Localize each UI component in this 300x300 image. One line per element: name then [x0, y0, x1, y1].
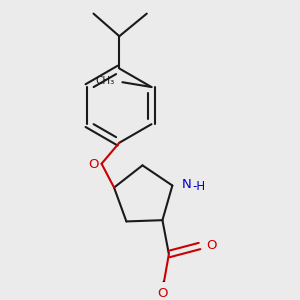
Text: -H: -H [192, 180, 206, 193]
Text: N: N [182, 178, 191, 191]
Text: CH₃: CH₃ [95, 76, 114, 85]
Text: O: O [207, 238, 217, 251]
Text: O: O [88, 158, 99, 171]
Text: O: O [157, 287, 168, 300]
